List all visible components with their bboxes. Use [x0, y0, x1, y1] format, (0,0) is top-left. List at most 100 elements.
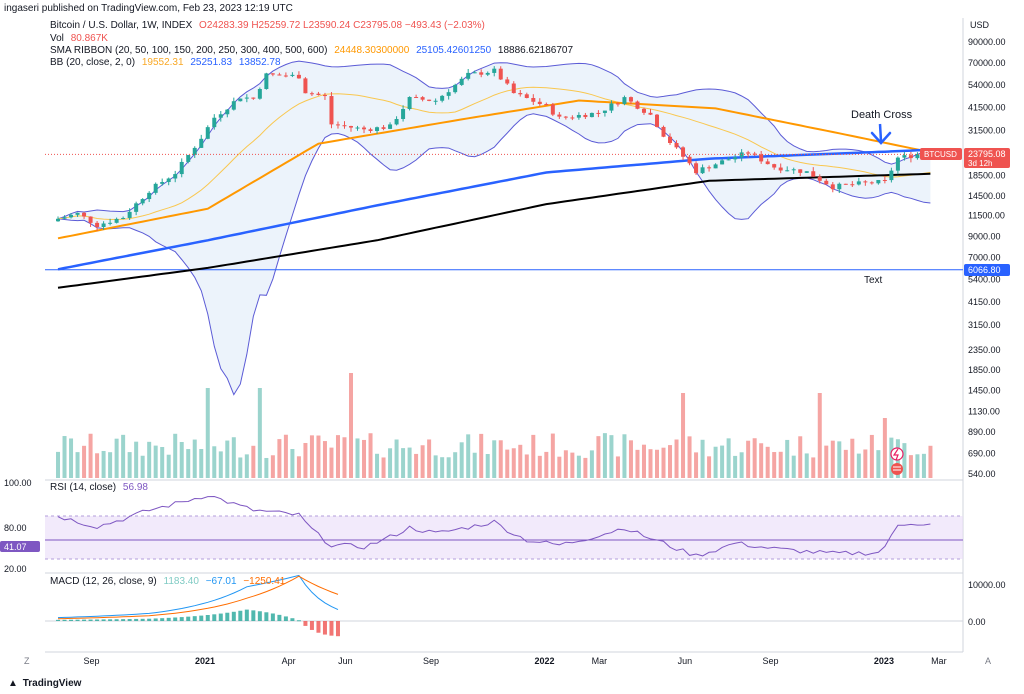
- volume-bar: [101, 450, 106, 478]
- volume-bar: [199, 449, 204, 478]
- volume-bar: [752, 438, 757, 478]
- macd-hist-bar: [335, 621, 340, 637]
- volume-bar: [225, 440, 230, 478]
- volume-bar: [511, 448, 516, 478]
- rsi-value: 56.98: [122, 482, 148, 493]
- macd-hist-bar: [88, 619, 93, 621]
- candle-body: [746, 152, 751, 154]
- rsi-line: [57, 495, 931, 557]
- volume-bar: [778, 451, 783, 478]
- time-axis[interactable]: Sep 2021 Apr Jun Sep 2022 Mar Jun Sep 2023 Mar: [83, 656, 946, 666]
- volume-bar: [173, 433, 178, 478]
- volume-bar: [375, 453, 380, 478]
- volume-bar: [492, 440, 497, 478]
- candle-body: [628, 97, 633, 102]
- candle-body: [843, 183, 848, 185]
- volume-bar: [69, 438, 74, 478]
- candle-body: [583, 114, 588, 118]
- death-cross-label: Death Cross: [851, 109, 913, 121]
- macd-hist-bar: [303, 621, 308, 626]
- macd-hist-bar: [264, 612, 269, 621]
- volume-bar: [837, 441, 842, 478]
- price-tick-4: 31500.00: [968, 126, 1006, 136]
- rsi-label: RSI (14, close): [50, 482, 117, 493]
- candle-body: [596, 112, 601, 114]
- price-tick-17: 890.00: [968, 427, 996, 437]
- time-tick-mar: Mar: [592, 656, 608, 666]
- volume-bar: [889, 437, 894, 478]
- sma-blue-line: [57, 148, 931, 271]
- candle-body: [433, 100, 438, 102]
- candle-body: [674, 142, 679, 148]
- flash-icon[interactable]: [890, 447, 904, 461]
- candle-body: [609, 103, 614, 111]
- candle-body: [225, 109, 230, 115]
- volume-bar: [869, 434, 874, 478]
- macd-hist-bar: [62, 619, 67, 621]
- auto-scale-icon[interactable]: A: [985, 656, 991, 666]
- volume-bar: [381, 457, 386, 478]
- volume-bar: [908, 455, 913, 478]
- macd-hist-bar: [140, 618, 145, 621]
- volume-bar: [524, 454, 529, 478]
- volume-bar: [401, 448, 406, 478]
- macd-label: MACD (12, 26, close, 9): [50, 576, 157, 587]
- volume-bar: [648, 449, 653, 478]
- volume-value: 80.867K: [70, 33, 108, 44]
- bar-countdown: 3d 12h: [968, 159, 992, 168]
- macd-line: [57, 574, 339, 619]
- volume-bars: [56, 373, 933, 478]
- candle-body: [811, 171, 816, 177]
- candle-body: [720, 160, 725, 165]
- volume-bar: [394, 439, 399, 478]
- ohlc-high: H25259.72: [251, 20, 301, 31]
- volume-bar: [127, 452, 132, 478]
- volume-bar: [622, 434, 627, 478]
- candle-body: [479, 72, 484, 75]
- macd-hist-bar: [160, 618, 165, 621]
- rsi-tick-20: 20.00: [4, 564, 27, 574]
- candle-body: [817, 176, 822, 181]
- candle-body: [661, 126, 666, 137]
- sma-black-line: [57, 172, 931, 289]
- volume-bar: [628, 440, 633, 478]
- time-tick-jun: Jun: [678, 656, 693, 666]
- macd-hist-bar: [238, 610, 243, 621]
- macd-hist-bar: [309, 621, 314, 630]
- symbol-tag-text: BTCUSD: [924, 150, 957, 159]
- candle-body: [648, 112, 653, 115]
- bb-basis-line: [57, 86, 931, 221]
- price-tick-9: 7000.00: [968, 253, 1001, 263]
- macd-hist-bar: [82, 619, 87, 621]
- volume-bar: [88, 433, 93, 478]
- flag-icon[interactable]: [891, 463, 903, 475]
- candle-body: [283, 75, 288, 77]
- time-tick-2022: 2022: [534, 656, 554, 666]
- zoom-toggle-icon[interactable]: Z: [24, 656, 30, 666]
- candle-body: [251, 97, 256, 99]
- candle-body: [75, 212, 80, 215]
- candle-body: [420, 97, 425, 100]
- candle-body: [69, 214, 74, 218]
- volume-bar: [362, 439, 367, 478]
- volume-bar: [264, 457, 269, 478]
- time-tick-jun: Jun: [338, 656, 353, 666]
- candle-body: [277, 74, 282, 76]
- volume-bar: [329, 447, 334, 478]
- candle-body: [908, 155, 913, 159]
- macd-hist-bar: [166, 617, 171, 621]
- volume-bar: [205, 388, 210, 478]
- arrow-down-icon: [870, 123, 892, 145]
- volume-bar: [602, 433, 607, 478]
- volume-bar: [251, 445, 256, 478]
- price-tick-3: 41500.00: [968, 102, 1006, 112]
- candle-body: [511, 83, 516, 94]
- volume-bar: [817, 393, 822, 478]
- candle-body: [531, 97, 536, 102]
- candle-body: [655, 114, 659, 127]
- candle-body: [290, 74, 295, 76]
- price-axis[interactable]: 90000.00 70000.00 54000.00 41500.00 31500.00…: [968, 37, 1006, 479]
- candle-body: [622, 97, 627, 104]
- volume-bar: [518, 444, 523, 478]
